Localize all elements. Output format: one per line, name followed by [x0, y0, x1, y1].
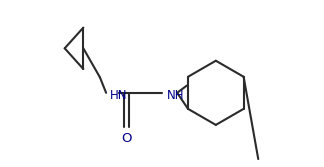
Text: HN: HN — [110, 89, 128, 102]
Text: O: O — [122, 132, 132, 145]
Text: NH: NH — [167, 89, 184, 102]
